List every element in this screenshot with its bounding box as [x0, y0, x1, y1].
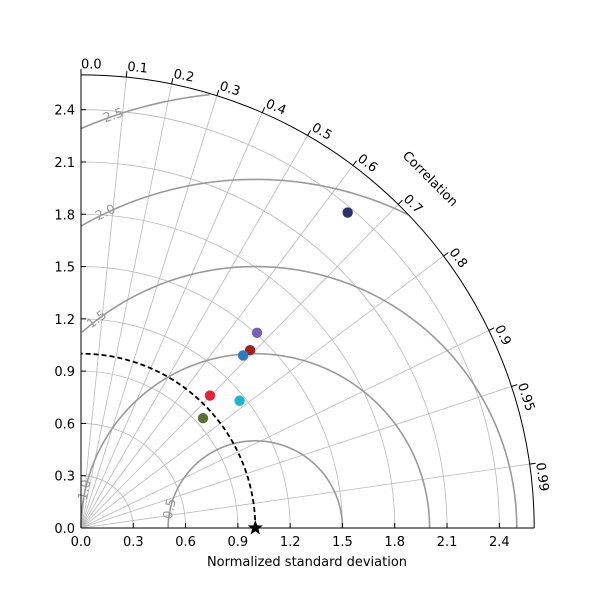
x-axis-title: Normalized standard deviation	[207, 555, 407, 570]
correlation-tick-mark	[529, 462, 536, 465]
x-tick-label: 0.9	[228, 535, 249, 550]
data-point	[237, 350, 249, 361]
std-grid-arc	[80, 213, 396, 529]
correlation-grid-line	[80, 112, 263, 529]
rms-contour	[81, 265, 518, 529]
correlation-tick-label: 0.3	[218, 79, 242, 100]
rms-contour-label: 0.5	[161, 497, 180, 520]
correlation-grid-line	[80, 463, 530, 529]
std-grid-arc	[80, 423, 186, 529]
y-tick-label: 2.4	[54, 104, 75, 119]
correlation-grid-line	[80, 255, 444, 529]
correlation-tick-label: 0.4	[263, 97, 288, 119]
y-tick-label: 0.3	[54, 470, 75, 485]
correlation-tick-label: 0.99	[532, 462, 551, 493]
outer-arc	[80, 74, 535, 529]
data-point	[204, 390, 216, 401]
std-grid-arc	[80, 161, 448, 529]
correlation-tick-label: 0.5	[309, 120, 334, 143]
x-tick-label: 1.5	[332, 535, 353, 550]
correlation-tick-mark	[511, 384, 518, 387]
correlation-tick-mark	[443, 252, 449, 257]
rms-contour-label: 1.0	[76, 478, 95, 501]
y-tick-label: 0.9	[54, 365, 75, 380]
std-grid-arc	[80, 370, 239, 529]
data-point	[251, 327, 263, 338]
correlation-grid-line	[80, 386, 512, 529]
correlation-grid-line	[80, 83, 173, 529]
correlation-tick-mark	[307, 130, 312, 136]
rms-contour-label: 2.5	[101, 106, 125, 127]
correlation-grid-line	[80, 77, 127, 529]
x-tick-label: 0.3	[123, 535, 144, 550]
std-grid-arc	[80, 475, 134, 529]
correlation-tick-mark	[125, 71, 128, 78]
correlation-tick-mark	[171, 77, 174, 85]
reference-layer	[80, 352, 263, 535]
std-grid-arc	[80, 266, 343, 529]
reference-point-star	[247, 520, 263, 535]
correlation-tick-label: 0.1	[127, 60, 149, 77]
std-grid-arc	[80, 109, 500, 529]
correlation-tick-mark	[397, 199, 403, 205]
rms-contour	[167, 440, 344, 528]
correlation-grid-line	[80, 135, 308, 529]
correlation-tick-mark	[352, 160, 357, 166]
frame-layer	[80, 68, 536, 529]
correlation-tick-mark	[488, 327, 495, 331]
correlation-tick-mark	[261, 106, 266, 113]
correlation-tick-label: 0.2	[172, 67, 195, 86]
data-point	[342, 207, 353, 218]
reference-std-arc	[80, 352, 257, 529]
correlation-tick-label: 0.9	[491, 323, 514, 348]
correlation-tick-label: 0.95	[514, 381, 537, 413]
y-tick-label: 2.1	[54, 156, 75, 171]
y-tick-label: 0.6	[54, 417, 75, 432]
grid-layer	[80, 74, 530, 529]
x-tick-label: 1.8	[384, 535, 405, 550]
x-tick-label: 1.2	[280, 535, 301, 550]
y-tick-label: 1.2	[54, 313, 75, 328]
rms-contour-label: 2.0	[93, 202, 118, 224]
rms-contour-layer: 0.5 1.0 1.5 2.0 2.5	[76, 93, 518, 529]
correlation-grid-line	[80, 165, 354, 529]
correlation-tick-label: 0.8	[446, 246, 470, 272]
correlation-tick-mark	[216, 89, 220, 96]
correlation-grid-line	[80, 95, 218, 529]
rms-contour	[80, 352, 431, 529]
x-tick-label: 2.1	[437, 535, 458, 550]
y-tick-label: 0.0	[54, 522, 75, 537]
x-tick-label: 2.4	[489, 535, 510, 550]
correlation-grid-line	[80, 330, 490, 529]
correlation-tick-label: 0.6	[354, 151, 380, 175]
y-tick-label: 1.8	[54, 208, 75, 223]
rms-contour	[81, 93, 210, 130]
x-tick-label: 0.6	[175, 535, 196, 550]
labels-layer: Normalized standard deviation 0.0 0.3 0.6 0…	[54, 57, 551, 570]
rms-contour	[80, 178, 409, 227]
data-point	[234, 395, 245, 406]
data-point	[197, 412, 209, 424]
data-points-layer	[197, 207, 353, 424]
std-grid-arc	[80, 318, 291, 529]
rms-contour-label: 1.5	[84, 308, 110, 332]
y-tick-label: 1.5	[54, 261, 75, 276]
correlation-tick-label: 0.0	[81, 57, 102, 72]
correlation-grid-line	[80, 204, 399, 529]
x-tick-label: 0.0	[71, 535, 92, 550]
